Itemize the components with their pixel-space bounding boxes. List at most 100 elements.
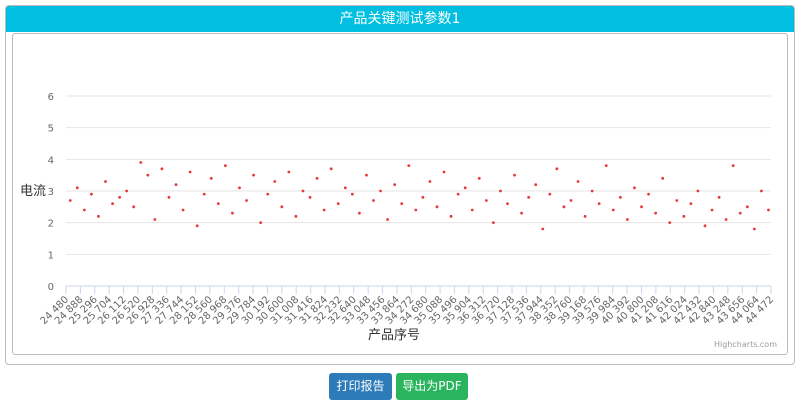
point (82, 208, 86, 212)
y-tick-label: 6 (48, 92, 54, 103)
point (202, 192, 206, 196)
point (738, 211, 742, 215)
point (752, 227, 756, 231)
point (435, 205, 439, 209)
point (463, 186, 467, 190)
point (534, 183, 538, 187)
point (315, 176, 319, 180)
point (294, 214, 298, 218)
point (611, 208, 615, 212)
point (365, 173, 368, 177)
y-tick-label: 2 (48, 219, 54, 230)
point (590, 189, 594, 193)
point (456, 192, 460, 196)
point (717, 195, 721, 199)
y-tick-label: 1 (48, 250, 54, 261)
point (668, 221, 672, 225)
point (745, 205, 749, 209)
point (492, 221, 495, 225)
point (449, 214, 453, 218)
point (111, 202, 114, 206)
point (583, 214, 587, 218)
point (597, 202, 601, 206)
point (160, 167, 164, 171)
point (484, 199, 488, 202)
point (442, 170, 446, 174)
point (689, 202, 693, 206)
point (527, 195, 531, 199)
point (654, 211, 658, 215)
point (520, 211, 524, 215)
point (287, 170, 291, 174)
point (301, 189, 305, 193)
point (513, 173, 516, 177)
point (414, 208, 418, 212)
point (640, 205, 643, 209)
point (139, 161, 143, 164)
point (68, 199, 72, 202)
point (661, 176, 665, 180)
x-axis-title: 产品序号 (368, 328, 420, 343)
point (259, 221, 263, 225)
point (322, 208, 326, 212)
point (548, 192, 552, 196)
point (675, 199, 679, 202)
point (75, 186, 79, 190)
point (428, 180, 432, 183)
point (372, 199, 375, 202)
point (618, 195, 622, 199)
point (195, 224, 199, 228)
credits: Highcharts.com (714, 340, 777, 349)
point (562, 205, 566, 209)
point (97, 214, 100, 218)
point (266, 192, 270, 196)
point (541, 227, 545, 231)
point (308, 195, 312, 199)
point (132, 205, 136, 209)
point (357, 211, 361, 215)
y-tick-label: 5 (48, 124, 54, 135)
point (647, 192, 650, 196)
point (223, 164, 227, 168)
point (703, 224, 707, 228)
point (760, 189, 763, 193)
y-tick-label: 4 (48, 155, 54, 166)
point (506, 202, 509, 206)
point (125, 189, 129, 193)
point (118, 195, 122, 199)
point (731, 164, 735, 168)
point (188, 170, 192, 174)
point (682, 214, 686, 218)
point (576, 180, 580, 183)
point (280, 205, 284, 209)
point (146, 173, 150, 177)
point (633, 186, 636, 190)
point (245, 199, 248, 202)
point (386, 218, 390, 221)
point (724, 218, 728, 221)
print-button[interactable]: 打印报告 (329, 373, 392, 400)
point (407, 164, 411, 168)
y-tick-label: 3 (48, 187, 54, 198)
point (696, 189, 700, 193)
point (273, 180, 277, 183)
point (89, 192, 93, 196)
y-axis-title: 电流 (20, 184, 46, 199)
point (555, 167, 559, 171)
point (343, 186, 347, 190)
panel-title: 产品关键测试参数1 (6, 6, 794, 32)
point (499, 189, 502, 193)
point (329, 167, 333, 171)
panel: 产品关键测试参数1 0 1 2 3 4 5 6 24 480 24 888 25 296 25 70… (5, 5, 795, 365)
point (569, 199, 573, 202)
point (252, 173, 256, 177)
point (216, 202, 220, 206)
point (626, 218, 629, 221)
point (174, 183, 178, 187)
chart-box: 0 1 2 3 4 5 6 24 480 24 888 25 296 25 704 26 112 26 … (12, 33, 788, 355)
export-pdf-button[interactable]: 导出为PDF (396, 373, 468, 400)
point (336, 202, 340, 206)
point (104, 180, 107, 183)
